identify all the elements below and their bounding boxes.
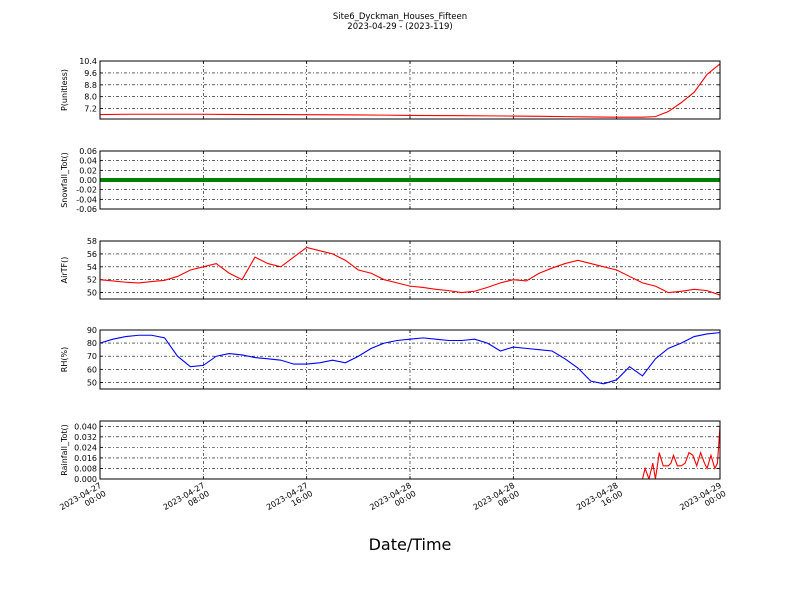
y-tick-label: 0.032 <box>74 433 97 442</box>
panel-1: 10.4 9.6 8.8 8.0 7.2 P(unitless) <box>60 57 721 120</box>
x-tick-label: 2023-04-2808:00 <box>472 481 521 520</box>
y-tick-label: -0.04 <box>76 195 97 204</box>
y-tick-label: 0.016 <box>74 454 97 463</box>
y-tick-label: -0.06 <box>76 205 97 214</box>
chart-panels: 10.49.68.88.07.2P(unitless)0.060.040.020… <box>60 57 721 484</box>
y-tick-label: 8.0 <box>84 93 97 102</box>
panel-2: 0.060.040.020.00-0.02-0.04-0.06 Snowfall_… <box>60 147 721 214</box>
series-line <box>100 246 720 296</box>
y-axis-label: Rainfall_Tot() <box>60 424 69 476</box>
series-line <box>100 426 720 479</box>
y-tick-label: 90 <box>87 326 97 335</box>
y-tick-label: 0.040 <box>74 422 97 431</box>
y-tick-label: 50 <box>87 378 97 387</box>
axes-frame <box>99 150 721 210</box>
y-axis-label: RH(%) <box>60 347 69 372</box>
x-tick-label: 2023-04-2800:00 <box>368 481 417 520</box>
x-tick-label: 2023-04-2708:00 <box>162 481 211 520</box>
y-axis-label: AirTF() <box>60 257 69 284</box>
y-tick-label: 70 <box>87 352 97 361</box>
y-tick-label: 0.024 <box>74 443 97 452</box>
y-tick-label: 56 <box>87 250 97 259</box>
x-tick-label: 2023-04-2900:00 <box>678 481 727 520</box>
series-line <box>100 63 720 118</box>
y-tick-label: 50 <box>87 289 97 298</box>
y-tick-label: 9.6 <box>84 69 97 78</box>
x-axis-label: Date/Time <box>369 535 452 554</box>
chart-subtitle: 2023-04-29 - (2023-119) <box>347 22 452 32</box>
panel-3: 58 56 54 52 50 AirTF() <box>60 237 721 300</box>
y-tick-label: 8.8 <box>84 81 97 90</box>
y-tick-label: 0.06 <box>79 147 97 156</box>
y-tick-label: 60 <box>87 365 97 374</box>
axes-frame <box>99 329 721 390</box>
axes-frame <box>99 240 721 300</box>
y-tick-label: 0.04 <box>79 157 97 166</box>
axes-frame <box>99 60 721 120</box>
chart-title: Site6_Dyckman_Houses_Fifteen <box>333 12 467 22</box>
y-tick-label: 0.008 <box>74 464 97 473</box>
y-tick-label: 54 <box>87 263 97 272</box>
y-axis-label: Snowfall_Tot() <box>60 152 69 208</box>
y-tick-label: 52 <box>87 276 97 285</box>
panel-4: 90 80 70 60 50 RH(%) <box>60 326 721 390</box>
y-tick-label: 80 <box>87 339 97 348</box>
x-tick-label: 2023-04-2716:00 <box>265 481 314 520</box>
x-tick-label: 2023-04-2816:00 <box>575 481 624 520</box>
y-tick-label: -0.02 <box>76 186 97 195</box>
y-tick-label: 0.00 <box>79 176 97 185</box>
series-line <box>100 332 720 385</box>
y-axis-label: P(unitless) <box>60 69 69 111</box>
y-tick-label: 0.02 <box>79 166 97 175</box>
y-tick-label: 10.4 <box>79 57 97 66</box>
y-tick-label: 0.000 <box>74 475 97 484</box>
y-tick-label: 7.2 <box>84 105 97 114</box>
x-tick-label: 2023-04-2700:00 <box>58 481 107 520</box>
x-tick-labels: 2023-04-2700:00 2023-04-2708:00 2023-04-27… <box>58 481 727 520</box>
axes-frame <box>99 420 721 480</box>
y-tick-label: 58 <box>87 237 97 246</box>
